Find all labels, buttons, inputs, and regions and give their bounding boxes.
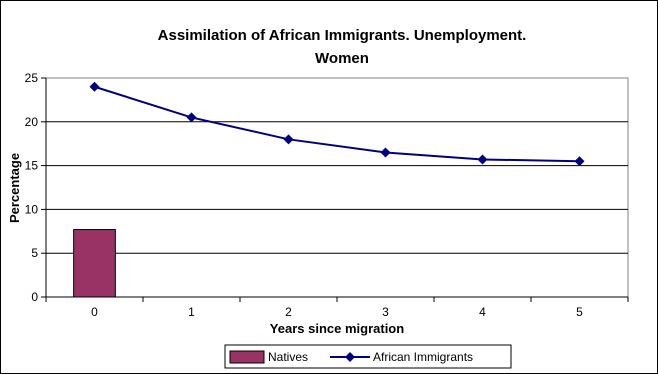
bar-natives-0 <box>73 229 116 298</box>
x-tick-label-2: 2 <box>285 305 292 319</box>
y-axis-label: Percentage <box>7 153 22 223</box>
point-african-immigrants-3 <box>380 147 391 158</box>
y-tick-label-5: 5 <box>31 246 38 260</box>
y-tick-label-0: 0 <box>31 290 38 304</box>
bar-series <box>73 229 116 298</box>
legend-label-natives: Natives <box>268 350 308 364</box>
y-axis-ticks: 0 5 10 15 20 25 <box>25 71 47 304</box>
legend-marker-african-immigrants <box>345 352 355 362</box>
x-tick-label-5: 5 <box>576 305 583 319</box>
x-tick-label-0: 0 <box>91 305 98 319</box>
line-african-immigrants <box>94 85 580 163</box>
legend-swatch-natives <box>229 350 265 364</box>
plot-area <box>45 77 629 298</box>
x-axis-ticks: 0 1 2 3 4 5 <box>45 296 629 319</box>
x-axis-label: Years since migration <box>270 321 404 336</box>
point-african-immigrants-0 <box>89 81 100 92</box>
y-tick-label-20: 20 <box>25 115 39 129</box>
chart-title-line2: Women <box>315 50 369 67</box>
x-tick-label-3: 3 <box>382 305 389 319</box>
point-african-immigrants-5 <box>574 156 585 167</box>
legend: Natives African Immigrants <box>224 344 512 369</box>
point-african-immigrants-2 <box>283 134 294 145</box>
point-african-immigrants-4 <box>477 154 488 165</box>
line-series <box>89 81 585 167</box>
x-tick-label-4: 4 <box>479 305 486 319</box>
y-tick-label-25: 25 <box>25 71 39 85</box>
x-tick-label-1: 1 <box>188 305 195 319</box>
legend-label-african-immigrants: African Immigrants <box>373 350 473 364</box>
point-african-immigrants-1 <box>186 112 197 123</box>
gridlines <box>46 121 628 254</box>
y-tick-label-10: 10 <box>25 202 39 216</box>
chart-title-line1: Assimilation of African Immigrants. Unem… <box>158 27 527 44</box>
y-tick-label-15: 15 <box>25 159 39 173</box>
